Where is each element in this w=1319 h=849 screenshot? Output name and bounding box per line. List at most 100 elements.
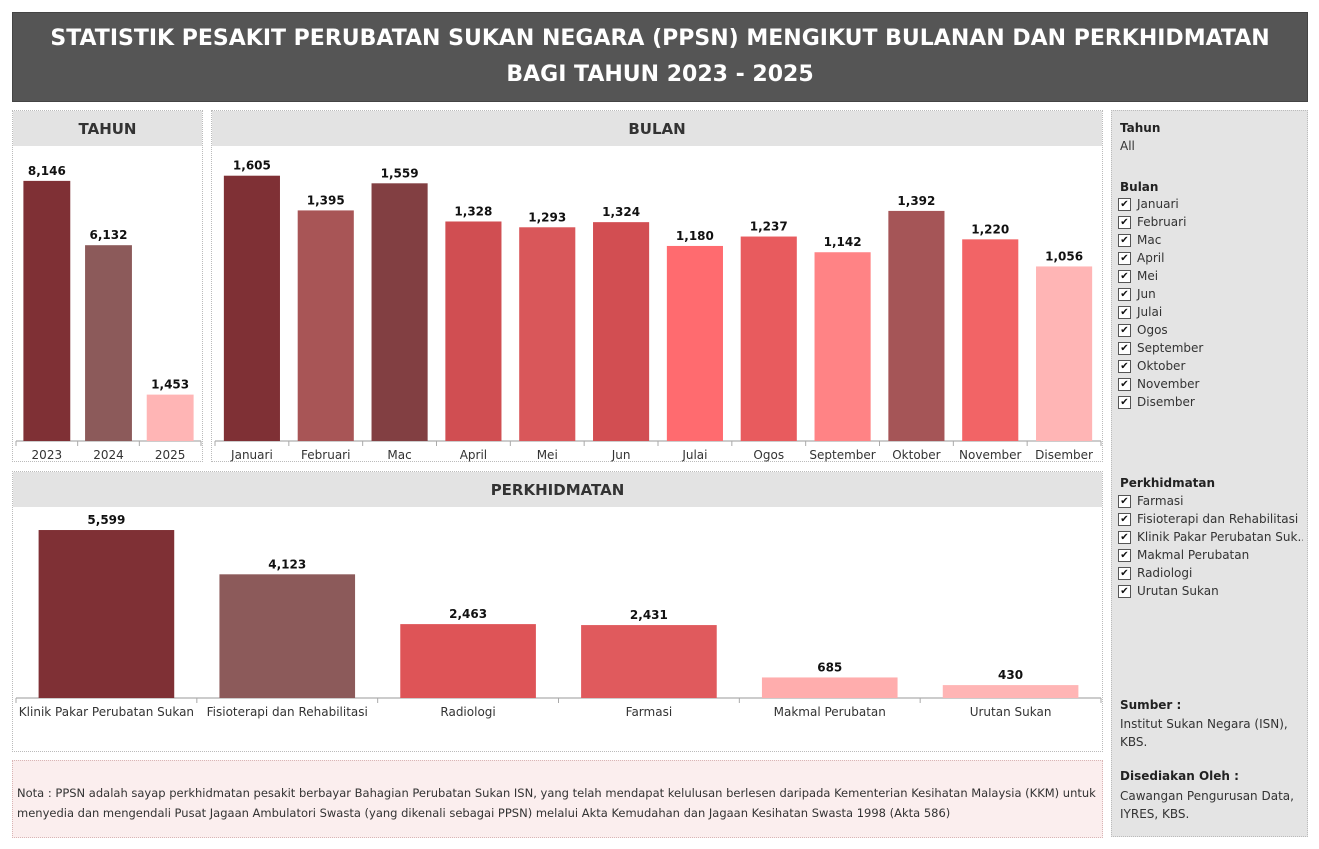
category-label: Farmasi [626, 705, 673, 719]
checkbox-checked-icon[interactable]: ✔ [1118, 341, 1131, 355]
checkbox-checked-icon[interactable]: ✔ [1118, 305, 1131, 319]
bar-value-label: 8,146 [28, 164, 66, 178]
checkbox-checked-icon[interactable]: ✔ [1118, 269, 1131, 283]
perkhidmatan-option-label: Makmal Perubatan [1137, 548, 1250, 562]
category-label: Ogos [753, 448, 784, 462]
perkhidmatan-option[interactable]: ✔ Klinik Pakar Perubatan Suk.. [1118, 528, 1303, 546]
bulan-option[interactable]: ✔ September [1118, 339, 1303, 357]
perkhidmatan-option-label: Klinik Pakar Perubatan Suk.. [1137, 530, 1303, 544]
perkhidmatan-chart: 5,599 Klinik Pakar Perubatan Sukan 4,123 Fi… [15, 513, 1102, 719]
bar-value-label: 1,605 [233, 159, 271, 173]
bar[interactable] [445, 221, 502, 441]
checkbox-checked-icon[interactable]: ✔ [1118, 323, 1131, 337]
bar[interactable] [223, 175, 280, 441]
bulan-option[interactable]: ✔ November [1118, 375, 1303, 393]
bar[interactable] [666, 245, 723, 441]
bar[interactable] [1036, 266, 1093, 441]
category-label: Radiologi [440, 705, 495, 719]
bulan-option[interactable]: ✔ Ogos [1118, 321, 1303, 339]
filter-tahun-label: Tahun [1120, 121, 1161, 135]
filter-tahun-dropdown[interactable]: All [1120, 139, 1135, 153]
bulan-option[interactable]: ✔ Mei [1118, 267, 1303, 285]
bulan-option[interactable]: ✔ Jun [1118, 285, 1303, 303]
category-label: Julai [681, 448, 707, 462]
bulan-option-label: Julai [1137, 305, 1163, 319]
category-label: September [809, 448, 875, 462]
perkhidmatan-option-label: Farmasi [1137, 494, 1184, 508]
bar-value-label: 6,132 [90, 228, 128, 242]
bar[interactable] [593, 222, 650, 441]
perkhidmatan-option[interactable]: ✔ Makmal Perubatan [1118, 546, 1303, 564]
category-label: Makmal Perubatan [774, 705, 886, 719]
bar-value-label: 4,123 [268, 557, 306, 571]
checkbox-checked-icon[interactable]: ✔ [1118, 377, 1131, 391]
bulan-panel-title: BULAN [212, 111, 1102, 146]
dashboard-title-text: STATISTIK PESAKIT PERUBATAN SUKAN NEGARA… [50, 26, 1270, 87]
bar[interactable] [519, 227, 576, 441]
bulan-option-label: Mei [1137, 269, 1159, 283]
tahun-chart: 8,146 2023 6,132 2024 1,453 2025 [15, 164, 202, 462]
bar[interactable] [761, 677, 898, 698]
perkhidmatan-option[interactable]: ✔ Fisioterapi dan Rehabilitasi [1118, 510, 1303, 528]
checkbox-checked-icon[interactable]: ✔ [1118, 566, 1131, 580]
bulan-option[interactable]: ✔ Oktober [1118, 357, 1303, 375]
bar[interactable] [740, 236, 797, 441]
filter-bulan-label: Bulan [1120, 180, 1159, 194]
category-label: 2023 [32, 448, 63, 462]
bar-value-label: 430 [998, 668, 1023, 682]
bulan-option[interactable]: ✔ Julai [1118, 303, 1303, 321]
tahun-panel: TAHUN 8,146 2023 6,132 2024 1,453 2025 [12, 110, 203, 462]
filter-sidebar: Tahun All Bulan ✔ Januari ✔ Februari ✔ Mac ✔ Ap… [1111, 110, 1308, 837]
bar[interactable] [888, 210, 945, 441]
perkhidmatan-option[interactable]: ✔ Radiologi [1118, 564, 1303, 582]
bar[interactable] [85, 245, 132, 441]
bar[interactable] [371, 183, 428, 442]
checkbox-checked-icon[interactable]: ✔ [1118, 584, 1131, 598]
bar[interactable] [581, 625, 717, 698]
checkbox-checked-icon[interactable]: ✔ [1118, 251, 1131, 265]
category-label: Fisioterapi dan Rehabilitasi [207, 705, 368, 719]
bulan-option[interactable]: ✔ Januari [1118, 195, 1303, 213]
checkbox-checked-icon[interactable]: ✔ [1118, 512, 1131, 526]
bulan-option[interactable]: ✔ April [1118, 249, 1303, 267]
checkbox-checked-icon[interactable]: ✔ [1118, 395, 1131, 409]
checkbox-checked-icon[interactable]: ✔ [1118, 359, 1131, 373]
bar[interactable] [400, 624, 536, 698]
bulan-option[interactable]: ✔ Mac [1118, 231, 1303, 249]
sumber-line: Institut Sukan Negara (ISN), [1120, 717, 1288, 731]
bulan-option-label: Disember [1137, 395, 1195, 409]
bulan-panel: BULAN 1,605 Januari 1,395 Februari 1,559 Mac 1… [211, 110, 1103, 462]
checkbox-checked-icon[interactable]: ✔ [1118, 197, 1131, 211]
checkbox-checked-icon[interactable]: ✔ [1118, 233, 1131, 247]
checkbox-checked-icon[interactable]: ✔ [1118, 287, 1131, 301]
category-label: April [460, 448, 487, 462]
bar[interactable] [146, 394, 194, 441]
perkhidmatan-option[interactable]: ✔ Farmasi [1118, 492, 1303, 510]
bulan-option-label: Januari [1137, 197, 1179, 211]
checkbox-checked-icon[interactable]: ✔ [1118, 530, 1131, 544]
bar-value-label: 1,237 [750, 220, 788, 234]
bulan-option[interactable]: ✔ Disember [1118, 393, 1303, 411]
bar[interactable] [23, 180, 71, 441]
bar[interactable] [942, 685, 1079, 698]
bulan-option[interactable]: ✔ Februari [1118, 213, 1303, 231]
bar[interactable] [38, 530, 175, 698]
bulan-option-label: November [1137, 377, 1200, 391]
bulan-chart: 1,605 Januari 1,395 Februari 1,559 Mac 1,328 Ap… [214, 159, 1102, 462]
category-label: 2024 [93, 448, 124, 462]
bar-value-label: 1,453 [151, 378, 189, 392]
disediakan-text: Cawangan Pengurusan Data, IYRES, KBS. [1120, 787, 1294, 823]
checkbox-checked-icon[interactable]: ✔ [1118, 494, 1131, 508]
checkbox-checked-icon[interactable]: ✔ [1118, 548, 1131, 562]
category-label: Januari [230, 448, 273, 462]
bar[interactable] [814, 252, 871, 441]
category-label: Oktober [892, 448, 940, 462]
bar[interactable] [297, 210, 354, 441]
perkhidmatan-option[interactable]: ✔ Urutan Sukan [1118, 582, 1303, 600]
bar-value-label: 1,324 [602, 205, 640, 219]
perkhidmatan-panel: PERKHIDMATAN 5,599 Klinik Pakar Perubatan… [12, 471, 1103, 752]
bar[interactable] [962, 239, 1019, 441]
checkbox-checked-icon[interactable]: ✔ [1118, 215, 1131, 229]
perkhidmatan-panel-title: PERKHIDMATAN [13, 472, 1102, 507]
bar[interactable] [219, 574, 356, 698]
